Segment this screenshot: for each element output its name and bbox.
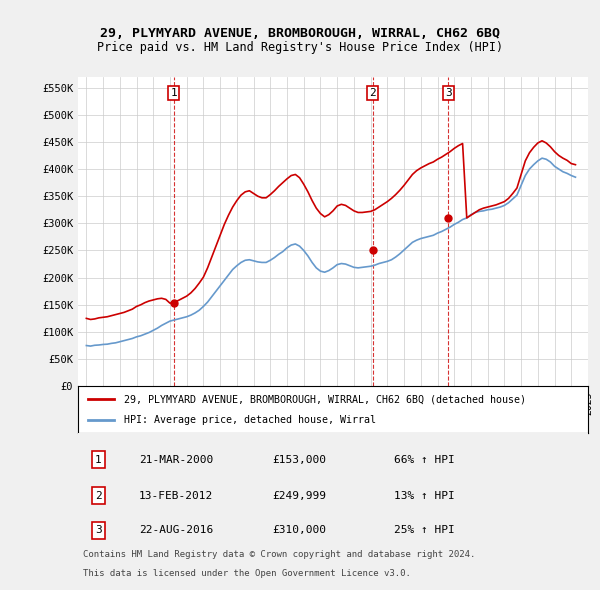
Text: 29, PLYMYARD AVENUE, BROMBOROUGH, WIRRAL, CH62 6BQ (detached house): 29, PLYMYARD AVENUE, BROMBOROUGH, WIRRAL… [124,394,526,404]
Text: 13-FEB-2012: 13-FEB-2012 [139,490,214,500]
Text: 2: 2 [95,490,102,500]
Text: £310,000: £310,000 [272,525,326,535]
Text: 3: 3 [445,88,452,98]
Text: 29, PLYMYARD AVENUE, BROMBOROUGH, WIRRAL, CH62 6BQ: 29, PLYMYARD AVENUE, BROMBOROUGH, WIRRAL… [100,27,500,40]
Text: 1: 1 [170,88,177,98]
Text: £249,999: £249,999 [272,490,326,500]
Text: 2: 2 [369,88,376,98]
Text: 21-MAR-2000: 21-MAR-2000 [139,455,214,465]
Text: HPI: Average price, detached house, Wirral: HPI: Average price, detached house, Wirr… [124,415,376,425]
Text: 13% ↑ HPI: 13% ↑ HPI [394,490,455,500]
Text: Price paid vs. HM Land Registry's House Price Index (HPI): Price paid vs. HM Land Registry's House … [97,41,503,54]
Text: 1: 1 [95,455,102,465]
Text: £153,000: £153,000 [272,455,326,465]
Text: 25% ↑ HPI: 25% ↑ HPI [394,525,455,535]
Text: 3: 3 [95,525,102,535]
Text: 22-AUG-2016: 22-AUG-2016 [139,525,214,535]
Text: 66% ↑ HPI: 66% ↑ HPI [394,455,455,465]
Text: This data is licensed under the Open Government Licence v3.0.: This data is licensed under the Open Gov… [83,569,411,578]
Text: Contains HM Land Registry data © Crown copyright and database right 2024.: Contains HM Land Registry data © Crown c… [83,550,475,559]
